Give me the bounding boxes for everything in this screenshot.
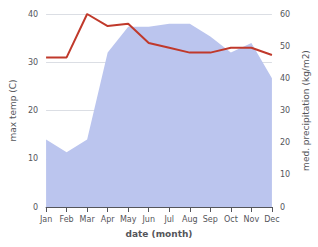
svg-text:20: 20 — [280, 138, 290, 147]
svg-text:40: 40 — [28, 10, 38, 19]
svg-text:20: 20 — [28, 106, 38, 115]
svg-text:10: 10 — [280, 170, 290, 179]
svg-text:Nov: Nov — [244, 215, 260, 224]
svg-text:10: 10 — [28, 154, 38, 163]
svg-text:Jan: Jan — [39, 215, 52, 224]
svg-text:date (month): date (month) — [126, 229, 193, 239]
svg-text:Dec: Dec — [264, 215, 279, 224]
svg-text:Mar: Mar — [80, 215, 96, 224]
svg-text:Feb: Feb — [60, 215, 74, 224]
svg-text:30: 30 — [28, 58, 38, 67]
svg-text:50: 50 — [280, 42, 290, 51]
svg-text:60: 60 — [280, 10, 290, 19]
svg-text:Jun: Jun — [141, 215, 155, 224]
svg-text:30: 30 — [280, 106, 290, 115]
svg-text:Aug: Aug — [182, 215, 198, 224]
svg-text:0: 0 — [33, 203, 38, 212]
svg-text:med. precipitation (kg/m2): med. precipitation (kg/m2) — [301, 50, 311, 171]
svg-text:Apr: Apr — [101, 215, 116, 224]
svg-text:Jul: Jul — [163, 215, 174, 224]
svg-text:0: 0 — [280, 203, 285, 212]
svg-text:May: May — [120, 215, 137, 224]
svg-text:max temp (C): max temp (C) — [8, 79, 18, 141]
svg-text:Oct: Oct — [224, 215, 238, 224]
svg-text:Sep: Sep — [203, 215, 218, 224]
svg-text:40: 40 — [280, 74, 290, 83]
